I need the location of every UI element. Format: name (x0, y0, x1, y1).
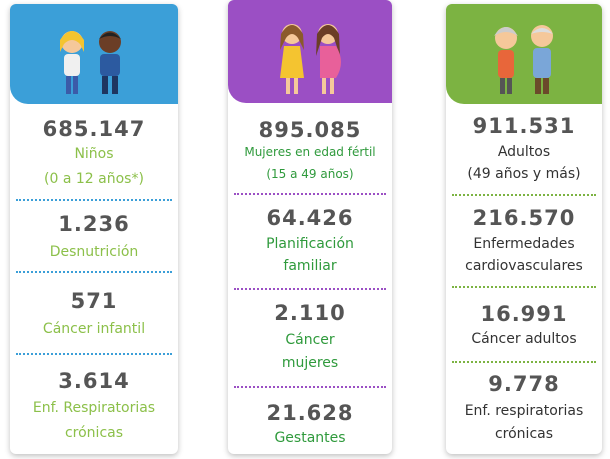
card-header (446, 4, 602, 104)
stat-label: crónicas (10, 425, 178, 441)
children-icon (10, 4, 178, 104)
stat-number: 216.570 (446, 206, 602, 230)
separator (16, 199, 172, 201)
card-header (228, 0, 392, 103)
stat-number: 571 (10, 289, 178, 313)
stat-label: crónicas (446, 426, 602, 442)
women-icon (228, 0, 392, 103)
stat-label: Enf. respiratorias (446, 403, 602, 419)
separator (452, 194, 596, 196)
stat-number: 21.628 (228, 401, 392, 425)
stat-label: Cáncer adultos (446, 331, 602, 347)
children-card: 685.147 Niños (0 a 12 años*) 1.236 Desnutric… (10, 4, 178, 454)
stat-number: 911.531 (446, 114, 602, 138)
stat-number: 3.614 (10, 369, 178, 393)
stat-number: 64.426 (228, 206, 392, 230)
adults-card: 911.531 Adultos (49 años y más) 216.570 Enfe… (446, 4, 602, 454)
stat-label: Planificación (228, 236, 392, 252)
separator (234, 193, 386, 195)
stat-label: Cáncer infantil (10, 321, 178, 337)
stat-label: Adultos (446, 144, 602, 160)
stat-label: Enfermedades (446, 236, 602, 252)
separator (452, 286, 596, 288)
women-card: 895.085 Mujeres en edad fértil (15 a 49 añ… (228, 0, 392, 454)
stat-label: Cáncer (228, 332, 392, 348)
stat-number: 16.991 (446, 302, 602, 326)
separator (16, 271, 172, 273)
elderly-icon (446, 4, 602, 104)
stat-label: (15 a 49 años) (228, 167, 392, 181)
stat-number: 895.085 (228, 118, 392, 142)
stat-number: 1.236 (10, 212, 178, 236)
separator (16, 353, 172, 355)
separator (234, 386, 386, 388)
stat-label: (49 años y más) (446, 166, 602, 182)
stat-number: 2.110 (228, 301, 392, 325)
card-header (10, 4, 178, 104)
stat-label: Niños (10, 146, 178, 162)
stat-label: (0 a 12 años*) (10, 171, 178, 187)
stat-label: familiar (228, 258, 392, 274)
separator (452, 361, 596, 363)
stat-number: 685.147 (10, 117, 178, 141)
stat-label: Desnutrición (10, 244, 178, 260)
stat-number: 9.778 (446, 372, 602, 396)
page: {"cards": [ {"sections": [ {"number": "6… (0, 0, 610, 459)
stat-label: Enf. Respiratorias (10, 400, 178, 416)
separator (234, 288, 386, 290)
stat-label: Gestantes (228, 430, 392, 446)
stat-label: Mujeres en edad fértil (228, 145, 392, 159)
stat-label: mujeres (228, 355, 392, 371)
stat-label: cardiovasculares (446, 258, 602, 274)
